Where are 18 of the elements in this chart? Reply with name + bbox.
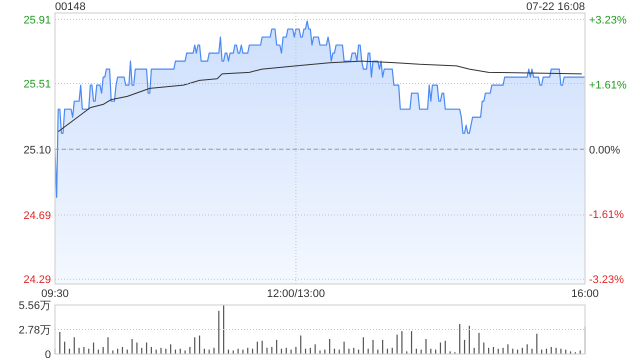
y2-tick-label: +3.23% [589, 14, 627, 26]
y-tick-label: 25.91 [23, 14, 51, 26]
y-tick-label: 2.78万 [18, 324, 51, 336]
y-tick-label: 0 [44, 349, 51, 360]
y2-tick-label: -1.61% [589, 209, 624, 222]
y-tick-label: 25.10 [23, 144, 51, 156]
y2-tick-label: -3.23% [589, 274, 624, 286]
y-tick-label: 24.29 [23, 274, 51, 286]
y-tick-label: 24.69 [23, 210, 51, 222]
x-tick-label: 09:30 [41, 288, 69, 300]
x-tick-label: 16:00 [571, 288, 599, 300]
y2-tick-label: +1.61% [589, 80, 627, 92]
y2-tick-label: 0.00% [589, 144, 620, 156]
y-tick-label: 25.51 [23, 78, 51, 91]
chart-title: 00148 [55, 1, 86, 13]
y-tick-label: 5.56万 [18, 300, 51, 312]
annotation: 07-22 16:08 [526, 1, 585, 13]
x-tick-label: 12:00/13:00 [266, 288, 325, 300]
